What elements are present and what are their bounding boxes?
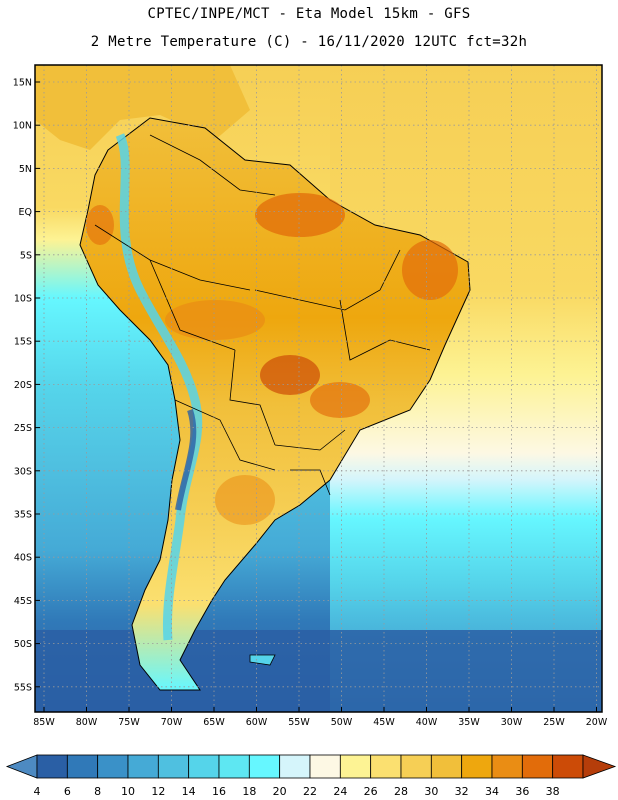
map-frame xyxy=(34,64,603,713)
lat-label: EQ xyxy=(19,207,32,218)
colorbar-swatch xyxy=(430,754,463,779)
lat-label: 15S xyxy=(14,337,32,348)
colorbar-label: 22 xyxy=(303,785,317,798)
lat-label: 10S xyxy=(14,294,32,305)
colorbar-label: 38 xyxy=(546,785,560,798)
graticule xyxy=(35,65,602,712)
colorbar-swatch xyxy=(279,754,311,779)
colorbar-label: 30 xyxy=(424,785,438,798)
chart-title: CPTEC/INPE/MCT - Eta Model 15km - GFS xyxy=(147,6,471,22)
map-field xyxy=(35,65,602,712)
lon-label: 45W xyxy=(373,717,395,728)
lat-label: 35S xyxy=(14,510,32,521)
lon-label: 80W xyxy=(76,717,98,728)
colorbar-label: 6 xyxy=(64,785,71,798)
hot-core-north xyxy=(255,193,345,237)
lat-label: 45S xyxy=(14,596,32,607)
colorbar-swatch xyxy=(370,754,402,779)
lat-label: 30S xyxy=(14,466,32,477)
colorbar-swatch xyxy=(66,754,99,779)
lon-label: 70W xyxy=(161,717,183,728)
colorbar-label: 28 xyxy=(394,785,408,798)
colorbar-swatch xyxy=(157,754,190,779)
colorbar-label: 36 xyxy=(515,785,529,798)
colorbar-swatch xyxy=(127,754,159,779)
hot-core-pampas xyxy=(215,475,275,525)
colorbar-swatch xyxy=(400,754,432,779)
colorbar-swatch xyxy=(521,754,554,779)
lon-label: 65W xyxy=(203,717,225,728)
longitude-labels: 85W 80W 75W 70W 65W 60W 55W 50W 45W 40W 35W 30W 25W 2… xyxy=(33,717,608,728)
colorbar-swatch xyxy=(309,754,341,779)
colorbar-max-arrow xyxy=(582,754,617,779)
lon-label: 30W xyxy=(501,717,523,728)
colorbar: 4 6 8 10 12 14 16 18 20 22 24 26 28 30 32 34 36 38 xyxy=(5,754,617,798)
lon-label: 75W xyxy=(118,717,140,728)
colorbar-swatch xyxy=(491,754,523,779)
hot-core-northeast xyxy=(402,240,458,300)
colorbar-label: 4 xyxy=(34,785,41,798)
latitude-labels: 15N 10N 5N EQ 5S 10S 15S 20S 25S 30S 35S 40S 45S 50S 5… xyxy=(13,78,32,694)
colorbar-swatch xyxy=(552,754,584,779)
southern-ocean xyxy=(35,630,602,712)
hot-core-coast xyxy=(86,205,114,245)
chart-subtitle: 2 Metre Temperature (C) - 16/11/2020 12U… xyxy=(90,34,528,50)
hot-core-west xyxy=(165,300,265,340)
lon-label: 60W xyxy=(246,717,268,728)
lat-label: 55S xyxy=(14,682,32,693)
lon-label: 85W xyxy=(33,717,55,728)
hot-core-southeast xyxy=(310,382,370,418)
colorbar-label: 16 xyxy=(212,785,226,798)
falkland-islands xyxy=(249,654,276,666)
colorbar-swatch xyxy=(339,754,372,779)
lon-label: 20W xyxy=(586,717,608,728)
lat-label: 5S xyxy=(20,250,32,261)
colorbar-label: 12 xyxy=(151,785,165,798)
lat-label: 50S xyxy=(14,639,32,650)
colorbar-label: 26 xyxy=(364,785,378,798)
colorbar-label: 18 xyxy=(242,785,256,798)
country-borders xyxy=(94,134,431,496)
colorbar-label: 14 xyxy=(182,785,196,798)
lat-label: 10N xyxy=(13,121,32,132)
colorbar-swatch xyxy=(188,754,220,779)
andes-cold-band xyxy=(115,133,203,641)
lon-label: 35W xyxy=(458,717,480,728)
andes-coldest xyxy=(175,409,197,511)
colorbar-label: 20 xyxy=(273,785,287,798)
hot-core-central xyxy=(260,355,320,395)
lat-label: 5N xyxy=(19,164,32,175)
colorbar-swatch xyxy=(218,754,250,779)
lat-label: 15N xyxy=(13,78,32,89)
colorbar-swatch xyxy=(36,754,68,779)
colorbar-swatch xyxy=(461,754,493,779)
colorbar-label: 32 xyxy=(455,785,469,798)
lon-label: 55W xyxy=(288,717,310,728)
colorbar-swatch xyxy=(97,754,129,779)
lon-label: 40W xyxy=(416,717,438,728)
colorbar-swatch xyxy=(248,754,281,779)
lon-label: 50W xyxy=(331,717,353,728)
colorbar-min-arrow xyxy=(5,754,38,779)
lat-label: 40S xyxy=(14,553,32,564)
colorbar-label: 10 xyxy=(121,785,135,798)
lat-label: 20S xyxy=(14,380,32,391)
colorbar-label: 24 xyxy=(333,785,347,798)
colorbar-label: 34 xyxy=(485,785,499,798)
colorbar-label: 8 xyxy=(94,785,101,798)
lat-label: 25S xyxy=(14,423,32,434)
lon-label: 25W xyxy=(543,717,565,728)
